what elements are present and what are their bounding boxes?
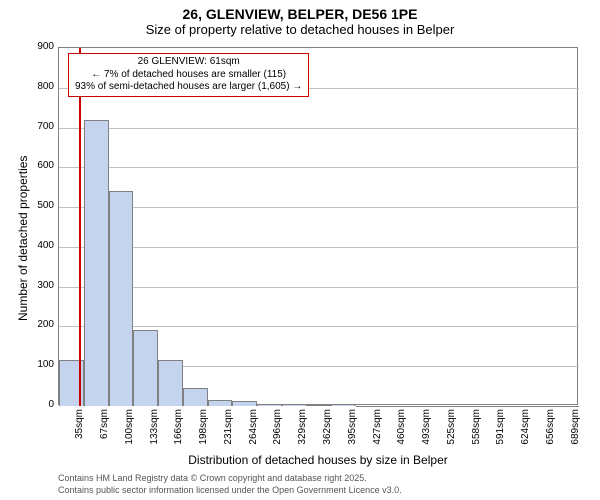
histogram-bar	[406, 406, 431, 407]
chart-title-line2: Size of property relative to detached ho…	[0, 22, 600, 37]
histogram-bar	[257, 404, 282, 406]
x-tick-label: 166sqm	[173, 409, 184, 457]
x-tick-label: 35sqm	[74, 409, 85, 457]
y-tick-label: 0	[26, 399, 54, 410]
y-tick-label: 300	[26, 280, 54, 291]
x-tick-label: 558sqm	[471, 409, 482, 457]
x-tick-label: 296sqm	[272, 409, 283, 457]
x-tick-label: 133sqm	[149, 409, 160, 457]
histogram-bar	[356, 406, 381, 407]
histogram-bar	[84, 120, 109, 406]
x-tick-label: 329sqm	[297, 409, 308, 457]
x-tick-label: 656sqm	[545, 409, 556, 457]
x-tick-label: 493sqm	[421, 409, 432, 457]
annotation-line1: 26 GLENVIEW: 61sqm	[75, 56, 302, 69]
histogram-bar	[208, 400, 233, 406]
x-tick-label: 100sqm	[124, 409, 135, 457]
histogram-bar	[529, 406, 554, 407]
gridline	[59, 326, 579, 327]
histogram-bar	[480, 406, 505, 407]
histogram-bar	[158, 360, 183, 406]
footer-line2: Contains public sector information licen…	[58, 485, 402, 497]
y-tick-label: 400	[26, 240, 54, 251]
gridline	[59, 287, 579, 288]
x-tick-label: 427sqm	[372, 409, 383, 457]
gridline	[59, 167, 579, 168]
x-tick-label: 395sqm	[347, 409, 358, 457]
y-axis-label: Number of detached properties	[16, 156, 30, 321]
histogram-bar	[505, 406, 530, 407]
histogram-bar	[554, 406, 579, 407]
histogram-bar	[455, 406, 480, 407]
x-tick-label: 591sqm	[495, 409, 506, 457]
y-tick-label: 200	[26, 319, 54, 330]
x-tick-label: 689sqm	[570, 409, 581, 457]
histogram-bar	[282, 404, 307, 406]
histogram-bar	[183, 388, 208, 406]
gridline	[59, 207, 579, 208]
annotation-box: 26 GLENVIEW: 61sqm ← 7% of detached hous…	[68, 53, 309, 97]
chart-title-line1: 26, GLENVIEW, BELPER, DE56 1PE	[0, 0, 600, 22]
footer-line1: Contains HM Land Registry data © Crown c…	[58, 473, 402, 485]
y-tick-label: 900	[26, 41, 54, 52]
gridline	[59, 247, 579, 248]
histogram-bar	[381, 406, 406, 407]
histogram-bar	[109, 191, 134, 406]
footer-attribution: Contains HM Land Registry data © Crown c…	[58, 473, 402, 496]
y-tick-label: 500	[26, 200, 54, 211]
x-tick-label: 525sqm	[446, 409, 457, 457]
x-tick-label: 460sqm	[396, 409, 407, 457]
x-tick-label: 264sqm	[248, 409, 259, 457]
x-tick-label: 231sqm	[223, 409, 234, 457]
x-tick-label: 198sqm	[198, 409, 209, 457]
y-tick-label: 800	[26, 81, 54, 92]
y-tick-label: 700	[26, 121, 54, 132]
plot-area	[58, 47, 578, 405]
gridline	[59, 128, 579, 129]
x-tick-label: 362sqm	[322, 409, 333, 457]
x-tick-label: 67sqm	[99, 409, 110, 457]
histogram-bar	[430, 406, 455, 407]
histogram-bar	[307, 405, 332, 406]
histogram-bar	[331, 404, 356, 406]
y-tick-label: 600	[26, 160, 54, 171]
annotation-line2: ← 7% of detached houses are smaller (115…	[75, 69, 302, 82]
histogram-bar	[232, 401, 257, 406]
histogram-bar	[133, 330, 158, 406]
annotation-line3: 93% of semi-detached houses are larger (…	[75, 81, 302, 94]
x-tick-label: 624sqm	[520, 409, 531, 457]
y-tick-label: 100	[26, 359, 54, 370]
reference-line	[79, 48, 81, 406]
